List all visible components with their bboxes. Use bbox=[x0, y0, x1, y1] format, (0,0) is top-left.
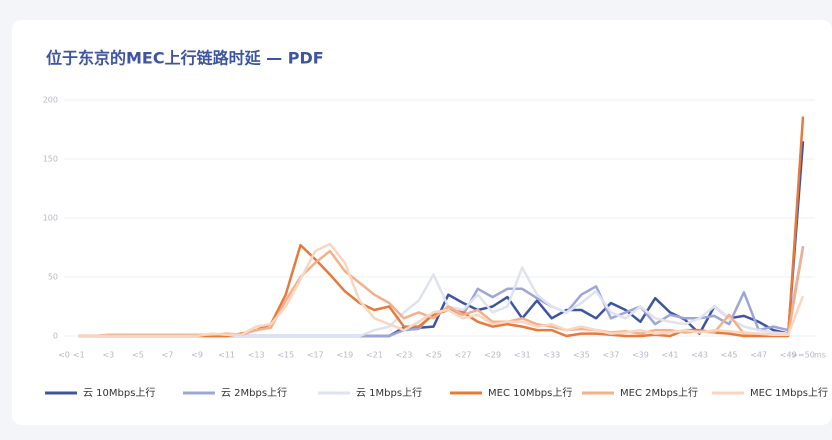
x-tick-label: <17 bbox=[307, 351, 324, 360]
x-tick-label: <13 bbox=[248, 351, 265, 360]
y-tick-label: 150 bbox=[43, 155, 58, 164]
x-tick-label: <11 bbox=[218, 351, 235, 360]
x-tick-label: <47 bbox=[750, 351, 767, 360]
x-tick-label: >=50 bbox=[791, 351, 815, 360]
x-tick-label: <21 bbox=[366, 351, 383, 360]
x-tick-label: <27 bbox=[455, 351, 472, 360]
x-tick-label: <5 bbox=[132, 351, 144, 360]
card bbox=[12, 20, 832, 425]
x-tick-label: <0 bbox=[58, 351, 70, 360]
series-line bbox=[78, 242, 805, 338]
x-tick-label: <25 bbox=[425, 351, 442, 360]
x-tick-label: <45 bbox=[721, 351, 738, 360]
x-tick-label: <7 bbox=[162, 351, 174, 360]
legend-label: MEC 2Mbps上行 bbox=[620, 386, 698, 399]
x-tick-label: <15 bbox=[277, 351, 294, 360]
y-tick-label: 50 bbox=[48, 273, 58, 282]
x-tick-label: <49 bbox=[780, 351, 797, 360]
legend-label: 云 2Mbps上行 bbox=[221, 386, 287, 399]
y-tick-label: 100 bbox=[43, 214, 58, 223]
x-tick-label: <33 bbox=[543, 351, 560, 360]
x-tick-label: <31 bbox=[514, 351, 531, 360]
x-tick-label: <35 bbox=[573, 351, 590, 360]
legend-label: 云 1Mbps上行 bbox=[356, 386, 422, 399]
x-tick-label: <39 bbox=[632, 351, 649, 360]
x-tick-label: <37 bbox=[602, 351, 619, 360]
x-tick-label: <3 bbox=[102, 351, 114, 360]
x-tick-label: <43 bbox=[691, 351, 708, 360]
x-tick-label: <1 bbox=[73, 351, 85, 360]
legend-label: MEC 1Mbps上行 bbox=[750, 386, 828, 399]
legend-label: 云 10Mbps上行 bbox=[83, 386, 155, 399]
x-tick-label: <29 bbox=[484, 351, 501, 360]
y-tick-label: 200 bbox=[43, 96, 58, 105]
x-tick-label: <19 bbox=[336, 351, 353, 360]
x-tick-label: <9 bbox=[191, 351, 203, 360]
y-tick-label: 0 bbox=[53, 332, 58, 341]
x-unit: ms bbox=[814, 351, 826, 360]
x-tick-label: <41 bbox=[662, 351, 679, 360]
legend-label: MEC 10Mbps上行 bbox=[488, 386, 572, 399]
x-tick-label: <23 bbox=[395, 351, 412, 360]
chart-title: 位于东京的MEC上行链路时延 — PDF bbox=[46, 49, 324, 68]
